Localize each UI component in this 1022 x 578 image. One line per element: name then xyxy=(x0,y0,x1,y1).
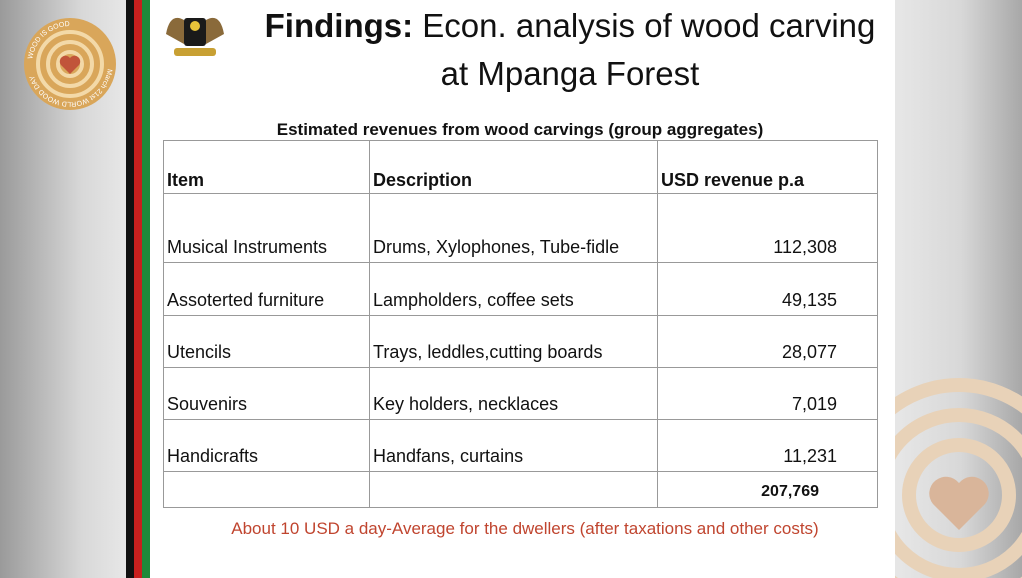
item-cell: Assoterted furniture xyxy=(163,262,370,316)
description-cell: Drums, Xylophones, Tube-fidle xyxy=(369,193,658,263)
header-row: Item Description USD revenue p.a xyxy=(163,140,878,194)
title-rest: Econ. analysis of wood carving at Mpanga… xyxy=(422,7,876,92)
column-header: USD revenue p.a xyxy=(657,140,878,194)
table-caption: Estimated revenues from wood carvings (g… xyxy=(276,120,764,139)
flag-stripe-black xyxy=(126,0,134,578)
wood-day-logo: WOOD IS GOOD March 21st WORLD WOOD DAY xyxy=(24,18,116,110)
description-cell: Key holders, necklaces xyxy=(369,367,658,420)
description-cell: Trays, leddles,cutting boards xyxy=(369,315,658,368)
total-row: 207,769 xyxy=(163,471,878,508)
column-header: Item xyxy=(163,140,370,194)
revenue-cell: 28,077 xyxy=(657,315,878,368)
revenue-cell: 11,231 xyxy=(657,419,878,472)
revenue-table: Item Description USD revenue p.a Musical I… xyxy=(163,140,878,508)
empty-cell xyxy=(163,471,370,508)
revenue-cell: 49,135 xyxy=(657,262,878,316)
table-row: Souvenirs Key holders, necklaces 7,019 xyxy=(163,367,878,420)
description-cell: Lampholders, coffee sets xyxy=(369,262,658,316)
decorative-rings xyxy=(895,378,1022,578)
item-cell: Handicrafts xyxy=(163,419,370,472)
flag-stripe-red xyxy=(134,0,142,578)
table-row: Assoterted furniture Lampholders, coffee … xyxy=(163,262,878,316)
coat-of-arms xyxy=(166,17,224,56)
footnote: About 10 USD a day-Average for the dwell… xyxy=(231,519,819,538)
empty-cell xyxy=(369,471,658,508)
table-row: Musical Instruments Drums, Xylophones, Tu… xyxy=(163,193,878,263)
revenue-cell: 7,019 xyxy=(657,367,878,420)
slide-title: Findings: Econ. analysis of wood carving… xyxy=(250,2,890,98)
total-cell: 207,769 xyxy=(657,471,878,508)
table-row: Utencils Trays, leddles,cutting boards 28,… xyxy=(163,315,878,368)
table-row: Handicrafts Handfans, curtains 11,231 xyxy=(163,419,878,472)
item-cell: Souvenirs xyxy=(163,367,370,420)
item-cell: Utencils xyxy=(163,315,370,368)
revenue-cell: 112,308 xyxy=(657,193,878,263)
item-cell: Musical Instruments xyxy=(163,193,370,263)
column-header: Description xyxy=(369,140,658,194)
flag-stripe-green xyxy=(142,0,150,578)
description-cell: Handfans, curtains xyxy=(369,419,658,472)
title-bold: Findings: xyxy=(264,7,414,44)
